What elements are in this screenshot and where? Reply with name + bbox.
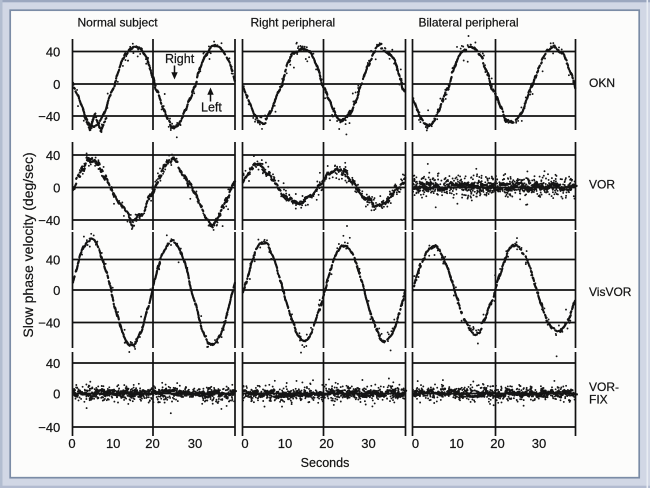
svg-text:Right peripheral: Right peripheral: [251, 16, 336, 30]
svg-text:20: 20: [319, 436, 333, 451]
svg-text:30: 30: [188, 436, 202, 451]
svg-text:Seconds: Seconds: [301, 456, 350, 470]
svg-text:−40: −40: [38, 420, 60, 435]
svg-text:Left: Left: [201, 101, 222, 115]
svg-text:10: 10: [106, 436, 120, 451]
svg-text:0: 0: [53, 387, 60, 402]
svg-text:Slow phase velocity (deg/sec): Slow phase velocity (deg/sec): [20, 152, 36, 337]
svg-text:VisVOR: VisVOR: [589, 285, 632, 299]
svg-text:−40: −40: [38, 109, 60, 124]
svg-text:FIX: FIX: [589, 393, 608, 407]
svg-text:40: 40: [46, 148, 60, 163]
svg-text:Bilateral peripheral: Bilateral peripheral: [419, 16, 519, 30]
svg-text:0: 0: [68, 436, 75, 451]
svg-text:−40: −40: [38, 316, 60, 331]
svg-text:0: 0: [53, 77, 60, 92]
svg-text:Normal subject: Normal subject: [78, 16, 159, 30]
svg-text:10: 10: [278, 436, 292, 451]
svg-text:10: 10: [449, 436, 463, 451]
svg-text:30: 30: [361, 436, 375, 451]
svg-text:0: 0: [241, 436, 248, 451]
svg-text:−40: −40: [38, 213, 60, 228]
svg-text:0: 0: [53, 181, 60, 196]
svg-text:VOR: VOR: [589, 178, 615, 192]
svg-text:30: 30: [532, 436, 546, 451]
svg-text:0: 0: [412, 436, 419, 451]
svg-text:VOR-: VOR-: [589, 380, 619, 394]
svg-text:20: 20: [490, 436, 504, 451]
svg-text:40: 40: [46, 253, 60, 268]
svg-text:40: 40: [46, 356, 60, 371]
svg-text:Right: Right: [165, 52, 195, 66]
svg-text:40: 40: [46, 45, 60, 60]
svg-text:0: 0: [53, 283, 60, 298]
svg-text:20: 20: [145, 436, 159, 451]
svg-text:OKN: OKN: [589, 76, 615, 90]
